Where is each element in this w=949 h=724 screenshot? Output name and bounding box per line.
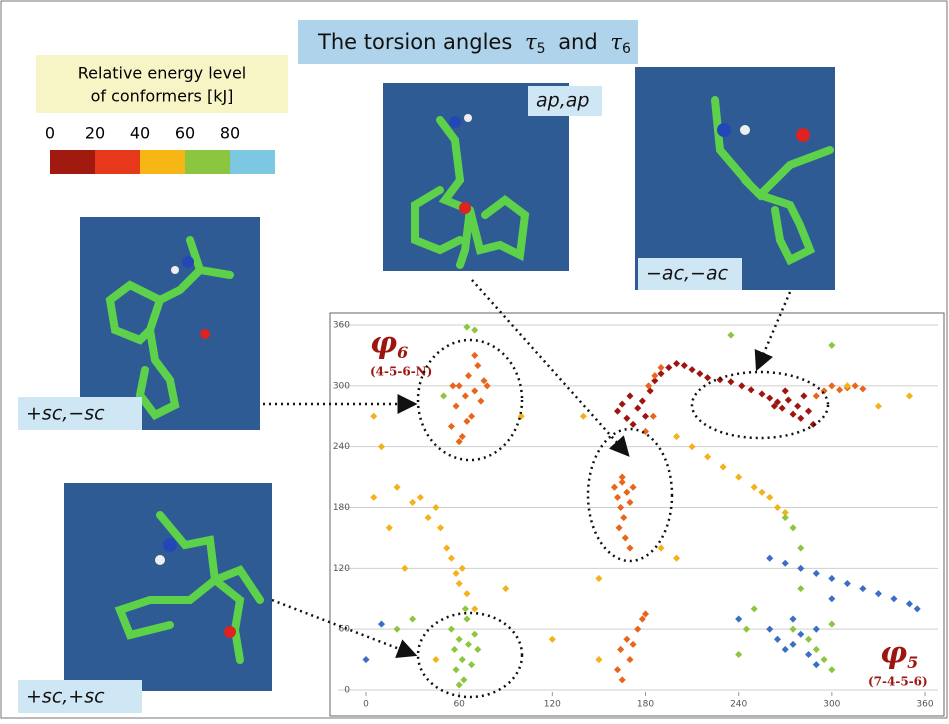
conformer-label: ap,ap (536, 90, 589, 112)
y-tick-label: 360 (333, 321, 350, 331)
title-sub: 6 (622, 41, 631, 57)
x-tick-label: 120 (544, 700, 561, 710)
x-tick-label: 180 (637, 700, 654, 710)
axis-symbol: φ (880, 636, 907, 671)
x-axis-note: (7-4-5-6) (868, 675, 928, 689)
x-tick-label: 240 (730, 700, 747, 710)
legend-title: of conformers [kJ] (91, 87, 234, 106)
axis-symbol: φ (370, 326, 397, 361)
conformer-label: −ac,−ac (646, 263, 729, 285)
title-symbol: τ (525, 30, 537, 54)
colorbar-segment (140, 150, 185, 174)
colorbar-segment (185, 150, 230, 174)
conformer-label: +sc,+sc (26, 686, 105, 708)
colorbar-tick-label: 80 (220, 124, 240, 143)
axis-sub: 5 (907, 653, 918, 672)
title-joiner: and (558, 30, 598, 54)
y-tick-label: 120 (333, 564, 350, 574)
colorbar-tick-label: 40 (130, 124, 150, 143)
title-text: The torsion angles (317, 30, 512, 54)
y-tick-label: 180 (333, 503, 350, 513)
x-tick-label: 360 (916, 700, 933, 710)
axis-sub: 6 (397, 343, 408, 362)
x-tick-label: 300 (823, 700, 840, 710)
x-tick-label: 60 (453, 700, 465, 710)
x-tick-label: 0 (363, 700, 369, 710)
colorbar-tick-label: 0 (45, 124, 55, 143)
title-symbol: τ (610, 30, 622, 54)
colorbar-segment (50, 150, 95, 174)
figure: The torsion angles τ5 and τ6 Relative en… (0, 0, 949, 720)
colorbar-tick-label: 60 (175, 124, 195, 143)
colorbar-segment (230, 150, 275, 174)
conformer-label: +sc,−sc (26, 403, 105, 425)
molecule-panel (635, 67, 835, 290)
legend-title: Relative energy level (78, 64, 247, 83)
colorbar-segment (95, 150, 140, 174)
y-tick-label: 300 (333, 381, 350, 391)
y-tick-label: 240 (333, 442, 350, 452)
molecule-panel (64, 483, 272, 691)
title-sub: 5 (537, 41, 546, 57)
colorbar-tick-label: 20 (85, 124, 105, 143)
y-tick-label: 0 (344, 686, 350, 696)
